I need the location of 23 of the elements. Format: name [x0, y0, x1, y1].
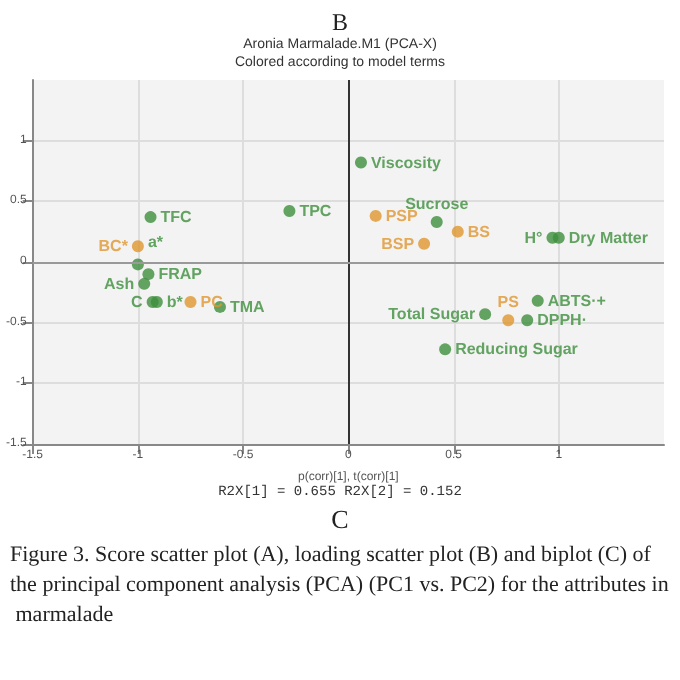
text: B [331, 8, 349, 36]
data-label: Reducing Sugar [455, 340, 578, 359]
data-label: DPPH· [537, 311, 587, 330]
data-label: BS [467, 222, 492, 241]
data-label: C [131, 293, 144, 312]
data-label: PC [200, 293, 224, 312]
data-label: a* [147, 233, 165, 252]
data-label: Total Sugar [388, 305, 476, 324]
data-label: Dry Matter [568, 228, 648, 247]
data-label: FRAP [158, 265, 204, 284]
data-label: TPC [299, 202, 332, 221]
data-label: PS [497, 293, 521, 312]
data-label: Ash [103, 274, 135, 293]
data-label: BSP [381, 234, 416, 253]
data-label: Viscosity [370, 153, 443, 172]
caption: Figure 3. Score scatter plot (A), loading scatter plot (B) and biplot (C) of the principal component analysis (PCA) (PC1 vs. PC2) for the attributes in marmalade [10, 543, 670, 627]
data-label: TMA [229, 297, 266, 316]
data-label: ABTS·+ [547, 291, 607, 310]
data-label: TFC [160, 208, 193, 227]
data-label: BC* [98, 237, 130, 256]
data-label: b* [166, 293, 185, 312]
text: C [331, 504, 349, 534]
data-label: H° [524, 228, 543, 247]
